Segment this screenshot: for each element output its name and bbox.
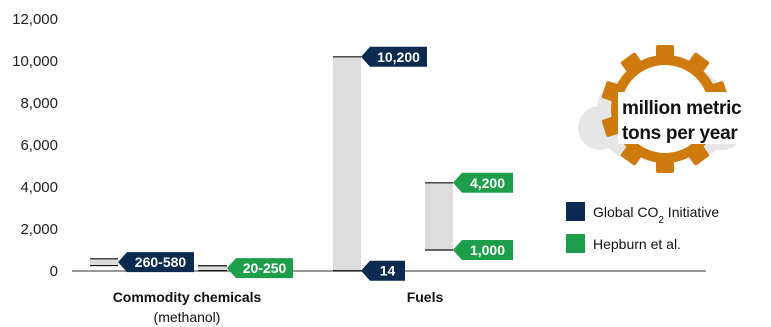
label-tag-shape [361, 46, 427, 67]
legend-swatch [566, 202, 585, 221]
data-label: 10,200 [377, 49, 420, 65]
category-labels: Commodity chemicals (methanol) Fuels [113, 289, 444, 325]
unit-badge: million metric tons per year [578, 45, 770, 173]
legend: Global CO2 Initiative Hepburn et al. [566, 202, 719, 253]
data-label-tag: 260-580 [118, 252, 194, 273]
data-label: 20-250 [243, 260, 287, 276]
legend-label: Global CO2 Initiative [593, 204, 719, 226]
label-tag-shape [227, 258, 293, 279]
y-tick-label: 12,000 [12, 11, 58, 28]
data-label-tag: 4,200 [453, 172, 513, 193]
data-label-tag: 1,000 [453, 240, 513, 260]
y-tick-label: 8,000 [20, 95, 58, 112]
legend-item: Hepburn et al. [566, 234, 681, 253]
data-label-tag: 10,200 [361, 46, 427, 67]
y-axis: 0 2,000 4,000 6,000 8,000 10,000 12,000 [12, 11, 58, 280]
unit-line-2: tons per year [622, 123, 738, 144]
data-label-tag: 20-250 [227, 258, 293, 279]
category-label: Fuels [407, 289, 444, 305]
data-label: 4,200 [470, 175, 505, 191]
range-bar [90, 258, 118, 266]
data-label: 1,000 [470, 242, 505, 258]
label-tag-shape [453, 240, 513, 260]
y-tick-label: 2,000 [20, 221, 58, 238]
legend-item: Global CO2 Initiative [566, 202, 719, 226]
data-label: 14 [380, 263, 396, 279]
label-tag-shape [361, 260, 405, 281]
unit-line-1: million metric [622, 98, 742, 119]
legend-label: Hepburn et al. [593, 236, 681, 252]
y-tick-label: 0 [50, 263, 58, 280]
range-bar [198, 265, 227, 271]
y-tick-label: 4,000 [20, 179, 58, 196]
label-tag-shape [118, 252, 194, 273]
category-sublabel: (methanol) [154, 309, 221, 325]
legend-swatch [566, 234, 585, 253]
range-bars: 260-580 20-250 10,200 14 4,200 1,000 [90, 46, 513, 281]
badge-panel [618, 92, 770, 144]
label-tag-shape [453, 172, 513, 193]
range-bar [333, 56, 361, 271]
category-label: Commodity chemicals [113, 289, 262, 305]
y-tick-label: 6,000 [20, 137, 58, 154]
data-label: 260-580 [135, 254, 187, 270]
data-label-tag: 14 [361, 260, 405, 281]
range-bar [425, 182, 453, 250]
y-tick-label: 10,000 [12, 53, 58, 70]
